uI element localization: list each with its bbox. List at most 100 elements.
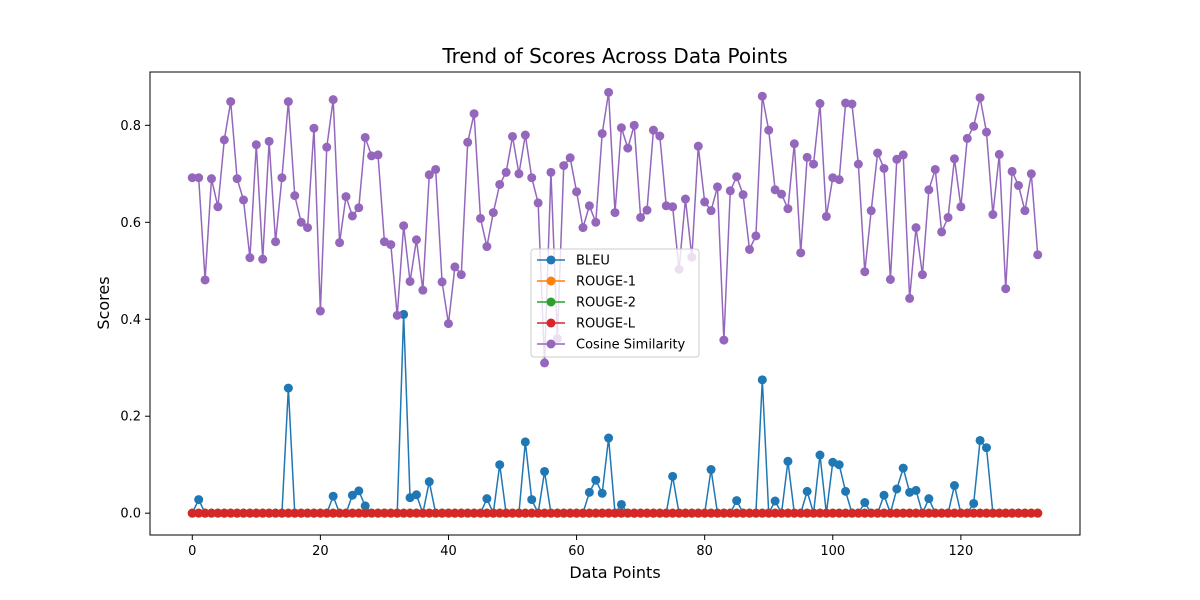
- data-point-bleu: [424, 477, 434, 487]
- data-point-rouge-l: [335, 508, 345, 518]
- data-point-cosine-similarity: [732, 172, 742, 182]
- data-point-cosine-similarity: [341, 192, 351, 202]
- data-point-rouge-l: [476, 508, 485, 518]
- data-point-rouge-l: [495, 508, 505, 518]
- legend: BLEU ROUGE-1 ROUGE-2 ROUGE-L Cosine Similari…: [530, 248, 700, 358]
- data-point-rouge-l: [655, 508, 665, 518]
- data-point-cosine-similarity: [495, 179, 505, 189]
- data-point-rouge-l: [975, 508, 985, 518]
- data-point-bleu: [360, 501, 370, 511]
- data-point-bleu: [616, 499, 626, 509]
- data-point-cosine-similarity: [809, 159, 819, 169]
- data-point-cosine-similarity: [533, 198, 543, 208]
- legend-entry-rouge-2: ROUGE-2: [537, 296, 636, 311]
- data-point-rouge-l: [777, 508, 787, 518]
- data-point-cosine-similarity: [431, 164, 441, 174]
- data-point-cosine-similarity: [360, 132, 370, 142]
- data-point-cosine-similarity: [956, 202, 966, 212]
- legend-label: ROUGE-2: [576, 296, 636, 311]
- data-point-cosine-similarity: [892, 154, 902, 164]
- data-point-rouge-l: [821, 508, 831, 518]
- data-point-rouge-l: [232, 508, 242, 518]
- data-point-bleu: [892, 484, 902, 494]
- data-point-bleu: [354, 486, 364, 496]
- data-point-rouge-l: [322, 508, 332, 518]
- data-point-rouge-l: [431, 508, 441, 518]
- data-point-rouge-l: [866, 508, 876, 518]
- data-point-rouge-l: [501, 508, 511, 518]
- data-point-cosine-similarity: [271, 237, 281, 247]
- data-point-bleu: [732, 496, 742, 506]
- data-point-rouge-l: [873, 508, 883, 518]
- data-point-bleu: [802, 486, 812, 496]
- y-tick-label: 0.6: [120, 216, 141, 231]
- data-point-rouge-l: [911, 508, 921, 518]
- data-point-cosine-similarity: [405, 276, 415, 286]
- data-point-rouge-l: [885, 508, 895, 518]
- data-point-cosine-similarity: [508, 131, 518, 141]
- data-point-rouge-l: [981, 508, 991, 518]
- data-point-rouge-l: [725, 508, 735, 518]
- data-point-bleu: [668, 471, 678, 481]
- data-point-cosine-similarity: [821, 211, 831, 221]
- data-point-rouge-l: [303, 508, 313, 518]
- data-point-bleu: [604, 433, 614, 443]
- data-point-cosine-similarity: [373, 150, 383, 160]
- data-point-bleu: [328, 491, 338, 501]
- data-point-rouge-l: [1020, 508, 1030, 518]
- data-point-rouge-l: [802, 508, 812, 518]
- data-point-cosine-similarity: [424, 170, 434, 180]
- data-point-cosine-similarity: [751, 231, 761, 241]
- legend-entry-rouge-l: ROUGE-L: [537, 317, 636, 332]
- data-point-rouge-l: [937, 508, 947, 518]
- data-point-rouge-l: [815, 508, 825, 518]
- data-point-rouge-l: [296, 508, 306, 518]
- data-point-rouge-l: [341, 508, 351, 518]
- data-point-rouge-l: [258, 508, 268, 518]
- data-point-rouge-l: [616, 508, 626, 518]
- data-point-rouge-l: [309, 508, 319, 518]
- data-point-rouge-l: [1007, 508, 1017, 518]
- data-point-rouge-l: [251, 508, 261, 518]
- data-point-cosine-similarity: [303, 223, 313, 233]
- x-tick-label: 40: [440, 544, 457, 559]
- y-axis-label: Scores: [94, 276, 113, 329]
- data-point-rouge-l: [789, 508, 799, 518]
- data-point-cosine-similarity: [943, 212, 953, 222]
- data-point-rouge-l: [648, 508, 658, 518]
- data-point-rouge-l: [194, 508, 204, 518]
- data-point-cosine-similarity: [860, 267, 870, 277]
- data-point-rouge-l: [354, 508, 364, 518]
- data-point-rouge-l: [290, 508, 300, 518]
- data-point-cosine-similarity: [476, 213, 485, 223]
- data-point-cosine-similarity: [559, 161, 569, 171]
- legend-entry-bleu: BLEU: [537, 254, 610, 269]
- legend-label: Cosine Similarity: [576, 338, 686, 353]
- series-layer: [187, 87, 1043, 518]
- data-point-cosine-similarity: [924, 185, 934, 195]
- data-point-cosine-similarity: [975, 93, 985, 103]
- data-point-rouge-l: [706, 508, 716, 518]
- legend-marker: [546, 339, 556, 349]
- data-point-cosine-similarity: [450, 262, 460, 272]
- data-point-rouge-l: [572, 508, 582, 518]
- data-point-bleu: [194, 495, 204, 505]
- data-point-cosine-similarity: [777, 189, 787, 199]
- data-point-rouge-l: [239, 508, 249, 518]
- data-point-cosine-similarity: [488, 208, 498, 218]
- data-point-rouge-l: [540, 508, 550, 518]
- data-point-rouge-l: [1001, 508, 1011, 518]
- data-point-rouge-l: [424, 508, 434, 518]
- plot-frame: [149, 71, 1081, 536]
- data-point-rouge-l: [482, 508, 492, 518]
- data-point-cosine-similarity: [1007, 166, 1017, 176]
- data-point-cosine-similarity: [783, 204, 793, 214]
- data-point-bleu: [841, 486, 851, 496]
- data-point-cosine-similarity: [668, 202, 678, 212]
- data-point-bleu: [975, 435, 985, 445]
- data-point-rouge-l: [834, 508, 844, 518]
- x-tick-label: 0: [188, 544, 196, 559]
- legend-label: ROUGE-1: [576, 275, 636, 290]
- data-point-rouge-l: [917, 508, 927, 518]
- legend-marker: [546, 297, 556, 307]
